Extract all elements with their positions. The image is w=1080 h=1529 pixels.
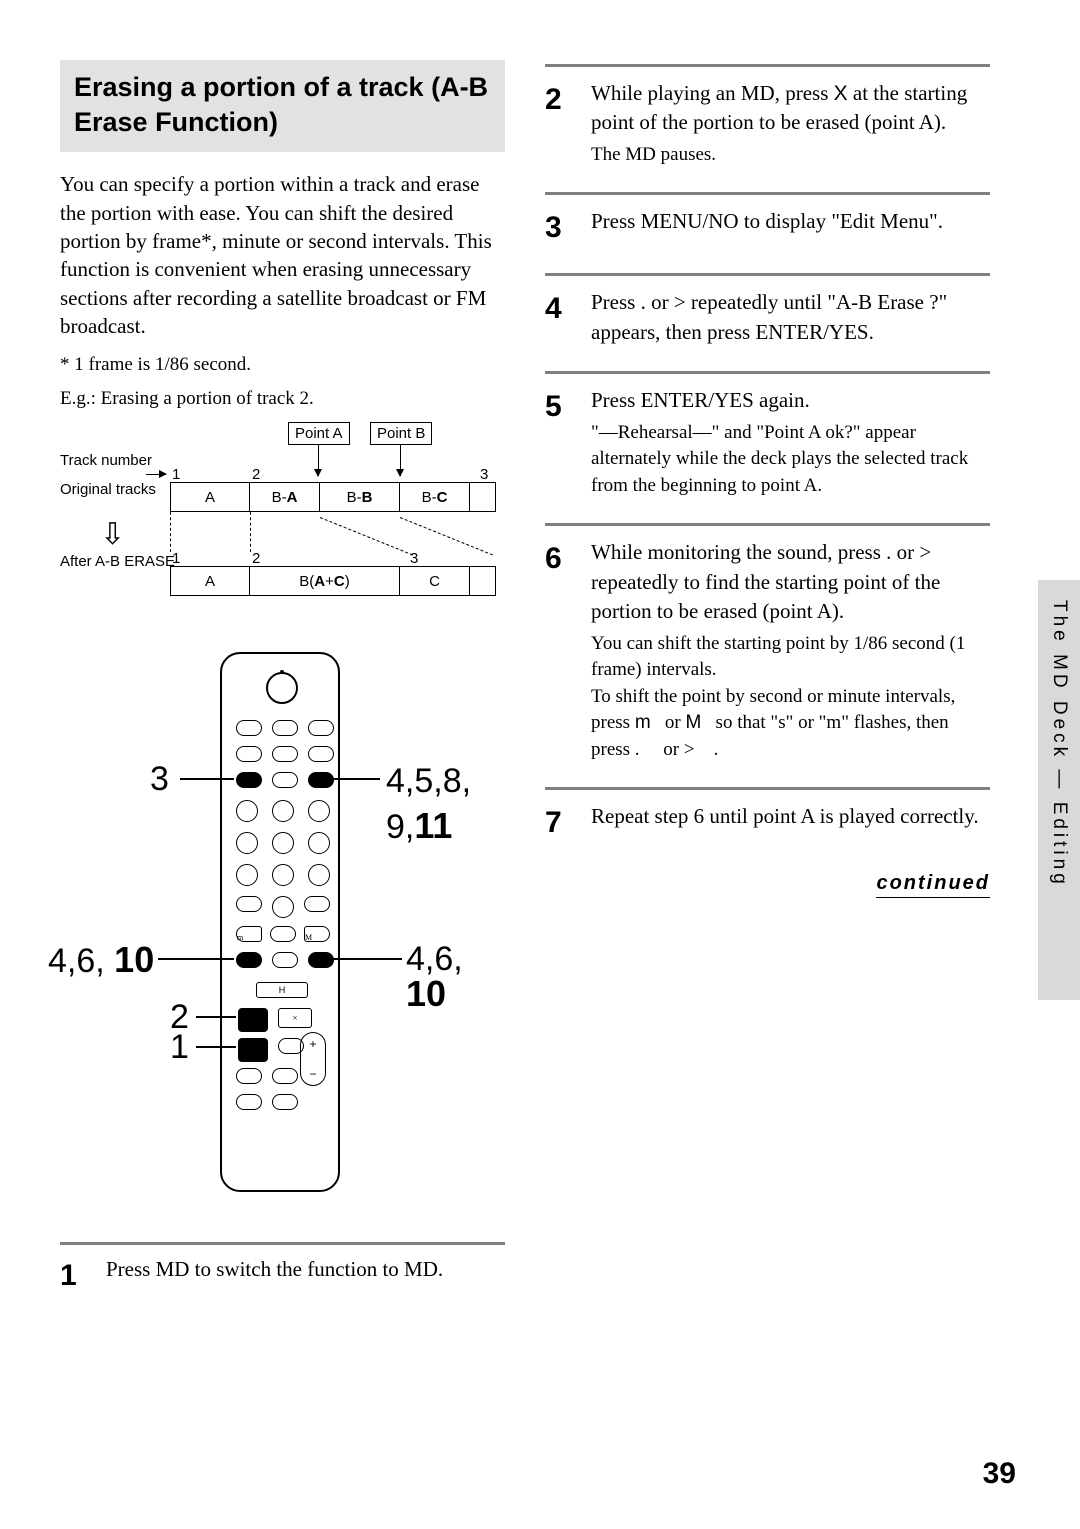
ab-erase-diagram: Point A Point B Track number Original tr… xyxy=(60,422,505,632)
callout-4610-l: 4,6, 10 xyxy=(48,942,154,978)
step-num-2: 2 xyxy=(545,79,571,168)
row2-num-1: 1 xyxy=(172,550,180,567)
rule-2 xyxy=(545,64,990,67)
rule-7 xyxy=(545,787,990,790)
step-num-1: 1 xyxy=(60,1255,86,1297)
callout-3: 3 xyxy=(150,762,169,796)
step-num-4: 4 xyxy=(545,288,571,347)
cell2-bac: B(A + C ) xyxy=(250,566,400,596)
step-body-4: Press . or > repeatedly until "A-B Erase… xyxy=(591,288,990,347)
dash2 xyxy=(250,512,251,552)
step-num-6: 6 xyxy=(545,538,571,763)
cell-end1 xyxy=(470,482,496,512)
side-label: The MD Deck — Editing xyxy=(1048,600,1070,888)
point-b-label: Point B xyxy=(370,422,432,445)
cell-bb: B-B xyxy=(320,482,400,512)
remote-diagram: mM H × +− 3 4,5,8,9,11 4,6, 10 4,6, 10 xyxy=(60,652,505,1212)
rule-3 xyxy=(545,192,990,195)
dash3 xyxy=(320,517,413,555)
step-3: 3 Press MENU/NO to display "Edit Menu". xyxy=(545,207,990,249)
intro-paragraph: You can specify a portion within a track… xyxy=(60,170,505,340)
cell-end2 xyxy=(470,566,496,596)
h-button: H xyxy=(256,982,308,998)
step-num-7: 7 xyxy=(545,802,571,844)
power-icon xyxy=(266,672,298,704)
callout-4610-r: 4,6, 10 xyxy=(406,942,505,1012)
after-label: After A-B ERASE xyxy=(60,554,175,571)
step-main-6: While monitoring the sound, press . or >… xyxy=(591,538,990,626)
point-b-arrow xyxy=(400,444,401,476)
cell-bc: B-C xyxy=(400,482,470,512)
step-4: 4 Press . or > repeatedly until "A-B Era… xyxy=(545,288,990,347)
point-a-arrow xyxy=(318,444,319,476)
track-number-label: Track number xyxy=(60,452,152,469)
row1-num-2: 2 xyxy=(252,466,260,483)
step-sub-6: You can shift the starting point by 1/86… xyxy=(591,631,990,764)
rule-6 xyxy=(545,523,990,526)
step-6: 6 While monitoring the sound, press . or… xyxy=(545,538,990,763)
cell-ba: B-A xyxy=(250,482,320,512)
step-num-5: 5 xyxy=(545,386,571,499)
cell2-a: A xyxy=(170,566,250,596)
continued-label: continued xyxy=(876,872,990,898)
left-column: Erasing a portion of a track (A-B Erase … xyxy=(60,60,505,1297)
step-5: 5 Press ENTER/YES again. "—Rehearsal—" a… xyxy=(545,386,990,499)
down-arrow-icon: ⇩ xyxy=(100,520,125,550)
step-body-1: Press MD to switch the function to MD. xyxy=(106,1255,505,1297)
row1-num-1: 1 xyxy=(172,466,180,483)
track-arrow xyxy=(146,474,166,475)
remote-outline: mM H × +− xyxy=(220,652,340,1192)
example-line: E.g.: Erasing a portion of track 2. xyxy=(60,388,505,410)
right-column: 2 While playing an MD, press X at the st… xyxy=(545,60,1010,1297)
rule-5 xyxy=(545,371,990,374)
page-columns: Erasing a portion of a track (A-B Erase … xyxy=(60,60,1010,1297)
x-button: × xyxy=(278,1008,312,1028)
volume-rocker: +− xyxy=(300,1032,326,1086)
cell-a: A xyxy=(170,482,250,512)
section-title: Erasing a portion of a track (A-B Erase … xyxy=(60,60,505,152)
step-body-7: Repeat step 6 until point A is played co… xyxy=(591,802,990,844)
step-num-3: 3 xyxy=(545,207,571,249)
rule-4 xyxy=(545,273,990,276)
dash1 xyxy=(170,512,171,552)
cell2-c: C xyxy=(400,566,470,596)
step-2: 2 While playing an MD, press X at the st… xyxy=(545,79,990,168)
step-main-5: Press ENTER/YES again. xyxy=(591,386,990,415)
point-a-label: Point A xyxy=(288,422,350,445)
row1-num-3: 3 xyxy=(480,466,488,483)
step-7: 7 Repeat step 6 until point A is played … xyxy=(545,802,990,844)
step-main-2: While playing an MD, press X at the star… xyxy=(591,79,990,138)
row2-num-2: 2 xyxy=(252,550,260,567)
callout-458911: 4,5,8,9,11 xyxy=(386,760,471,848)
step-rule-1 xyxy=(60,1242,505,1245)
original-label: Original tracks xyxy=(60,482,156,499)
callout-1: 1 xyxy=(170,1030,189,1064)
row2-num-3: 3 xyxy=(410,550,418,567)
after-row: A B(A + C ) C xyxy=(170,566,496,596)
frame-note: * 1 frame is 1/86 second. xyxy=(60,354,505,376)
step-sub-5: "—Rehearsal—" and "Point A ok?" appear a… xyxy=(591,420,990,500)
step-sub-2: The MD pauses. xyxy=(591,142,990,169)
page-number: 39 xyxy=(983,1457,1016,1491)
original-row: A B-A B-B B-C xyxy=(170,482,496,512)
step-body-3: Press MENU/NO to display "Edit Menu". xyxy=(591,207,990,249)
step-1: 1 Press MD to switch the function to MD. xyxy=(60,1255,505,1297)
